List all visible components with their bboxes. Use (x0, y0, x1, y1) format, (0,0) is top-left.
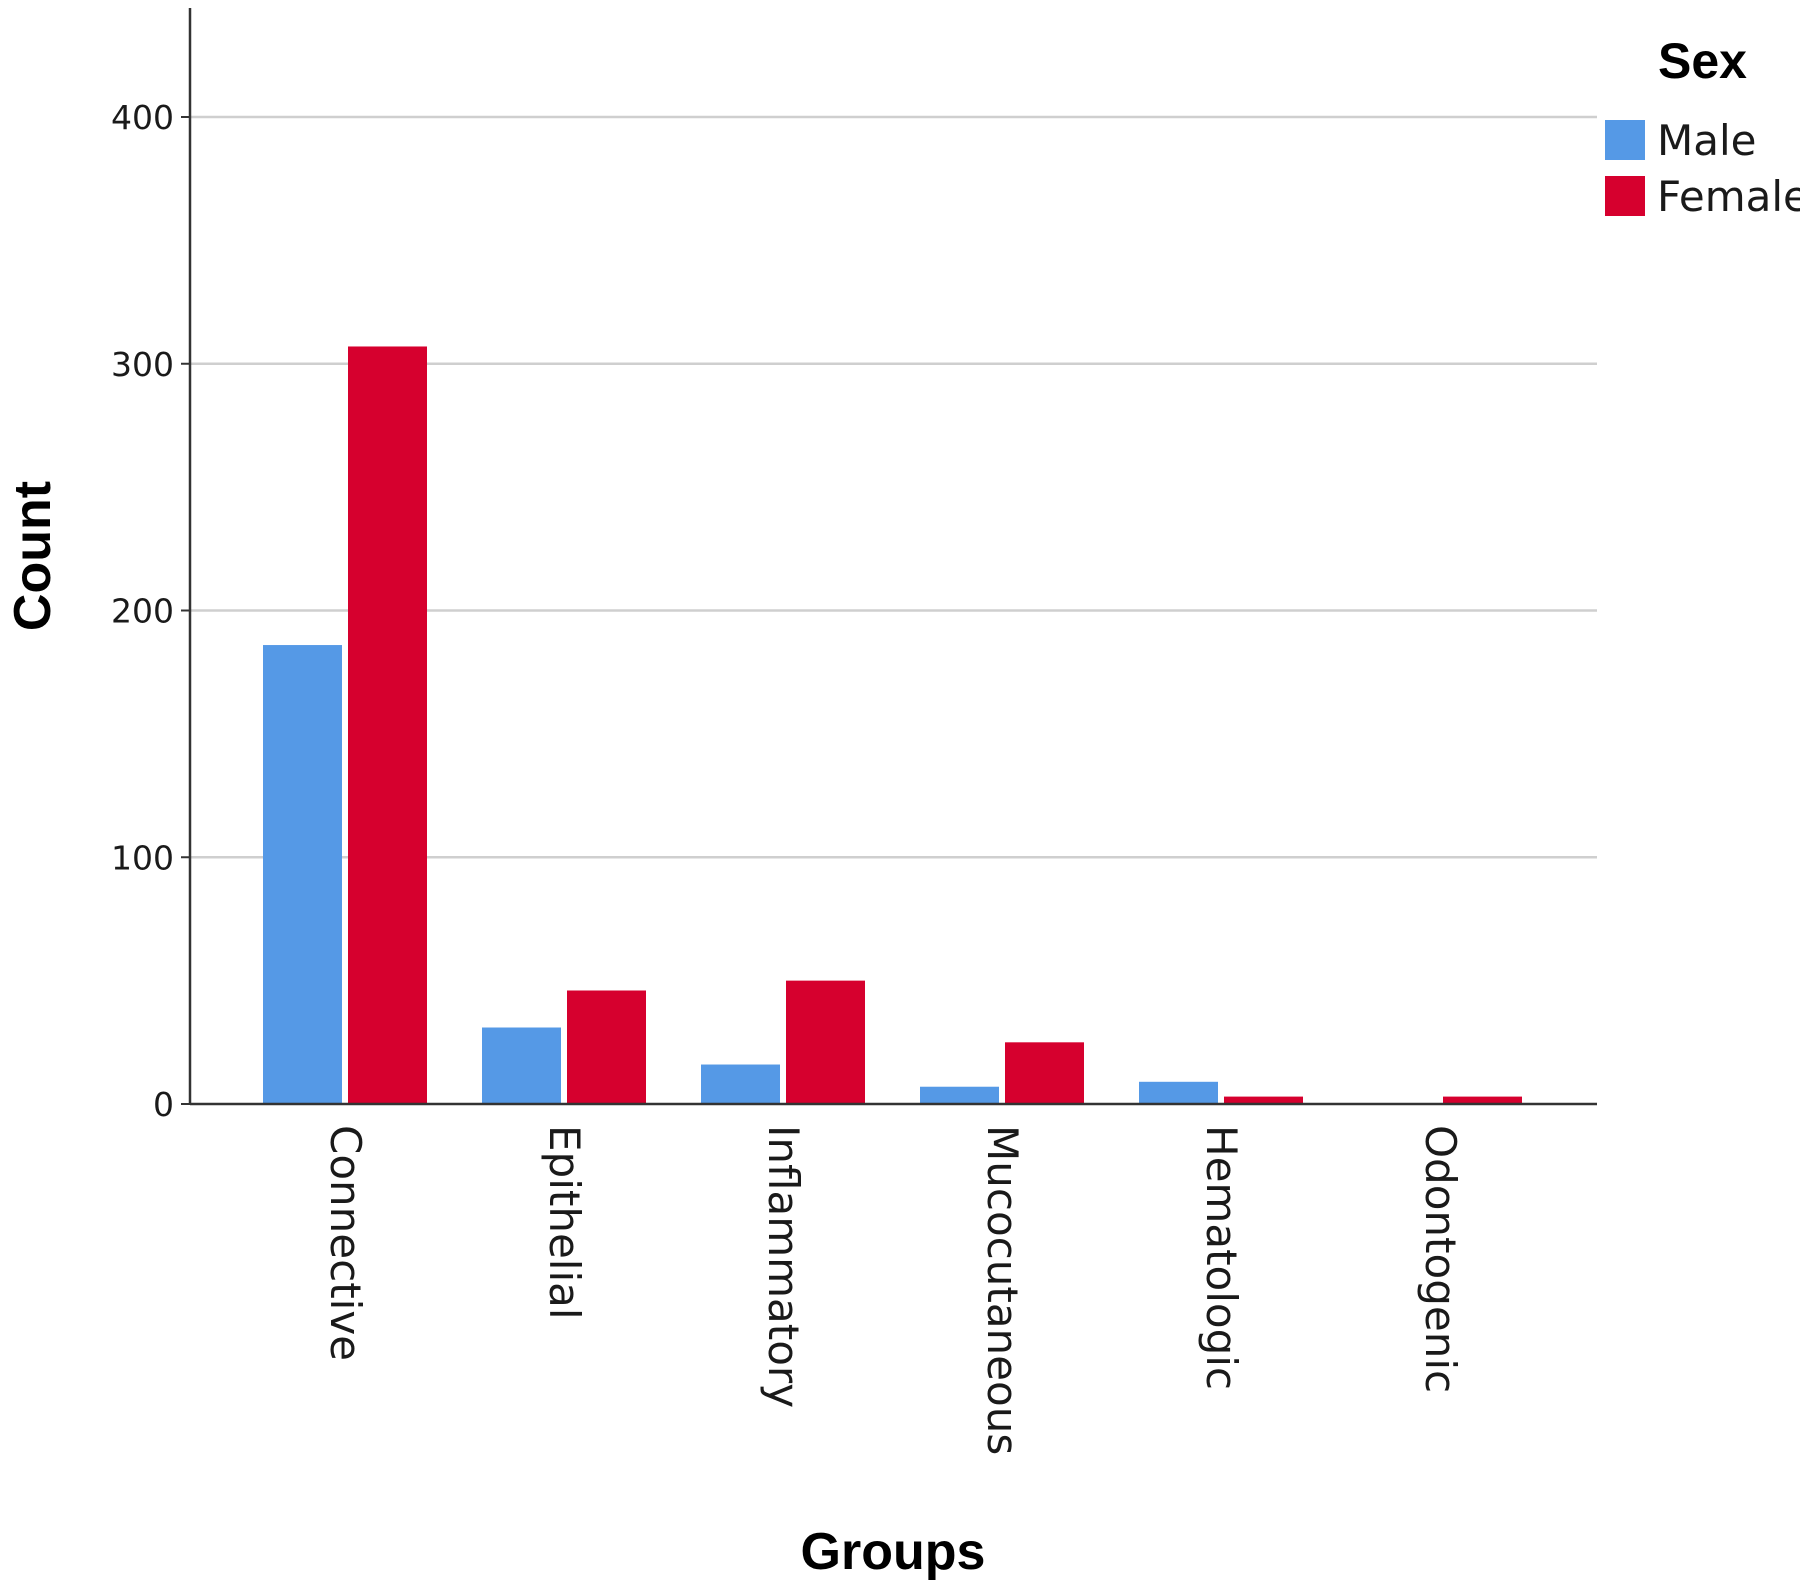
y-axis-title: Count (4, 481, 62, 631)
y-tick-label: 300 (111, 345, 174, 384)
bar-female-hematologic (1224, 1096, 1303, 1104)
bar-male-epithelial (482, 1027, 561, 1104)
y-tick-label: 0 (153, 1085, 174, 1124)
bar-male-connective (263, 645, 342, 1104)
legend-label-female: Female (1657, 172, 1800, 221)
bar-female-inflammatory (786, 980, 865, 1104)
y-tick-label: 200 (111, 592, 174, 631)
bar-female-odontogenic (1443, 1096, 1522, 1104)
bar-male-mucocutaneous (920, 1086, 999, 1104)
y-tick-labels: 0 100 200 300 400 (111, 98, 190, 1124)
legend: Sex Male Female (1605, 33, 1800, 221)
legend-label-male: Male (1657, 116, 1756, 165)
legend-title: Sex (1658, 33, 1747, 89)
x-category-label: Mucocutaneous (978, 1125, 1027, 1455)
bar-male-hematologic (1139, 1081, 1218, 1104)
x-category-label: Connective (321, 1125, 370, 1361)
bar-male-inflammatory (701, 1064, 780, 1104)
bar-female-epithelial (567, 990, 646, 1104)
y-tick-label: 400 (111, 98, 174, 137)
y-tick-label: 100 (111, 838, 174, 877)
legend-swatch-male (1605, 120, 1645, 160)
legend-swatch-female (1605, 176, 1645, 216)
x-category-label: Inflammatory (759, 1125, 808, 1408)
bars (263, 346, 1522, 1104)
x-category-labels: Connective Epithelial Inflammatory Mucocuta… (321, 1125, 1465, 1455)
x-axis-title: Groups (801, 1523, 986, 1581)
legend-items: Male Female (1605, 116, 1800, 221)
axes (188, 8, 1597, 1106)
x-category-label: Hematologic (1197, 1125, 1246, 1390)
x-category-label: Odontogenic (1416, 1125, 1465, 1393)
x-category-label: Epithelial (540, 1125, 589, 1320)
bar-female-mucocutaneous (1005, 1042, 1084, 1104)
bar-female-connective (348, 346, 427, 1104)
